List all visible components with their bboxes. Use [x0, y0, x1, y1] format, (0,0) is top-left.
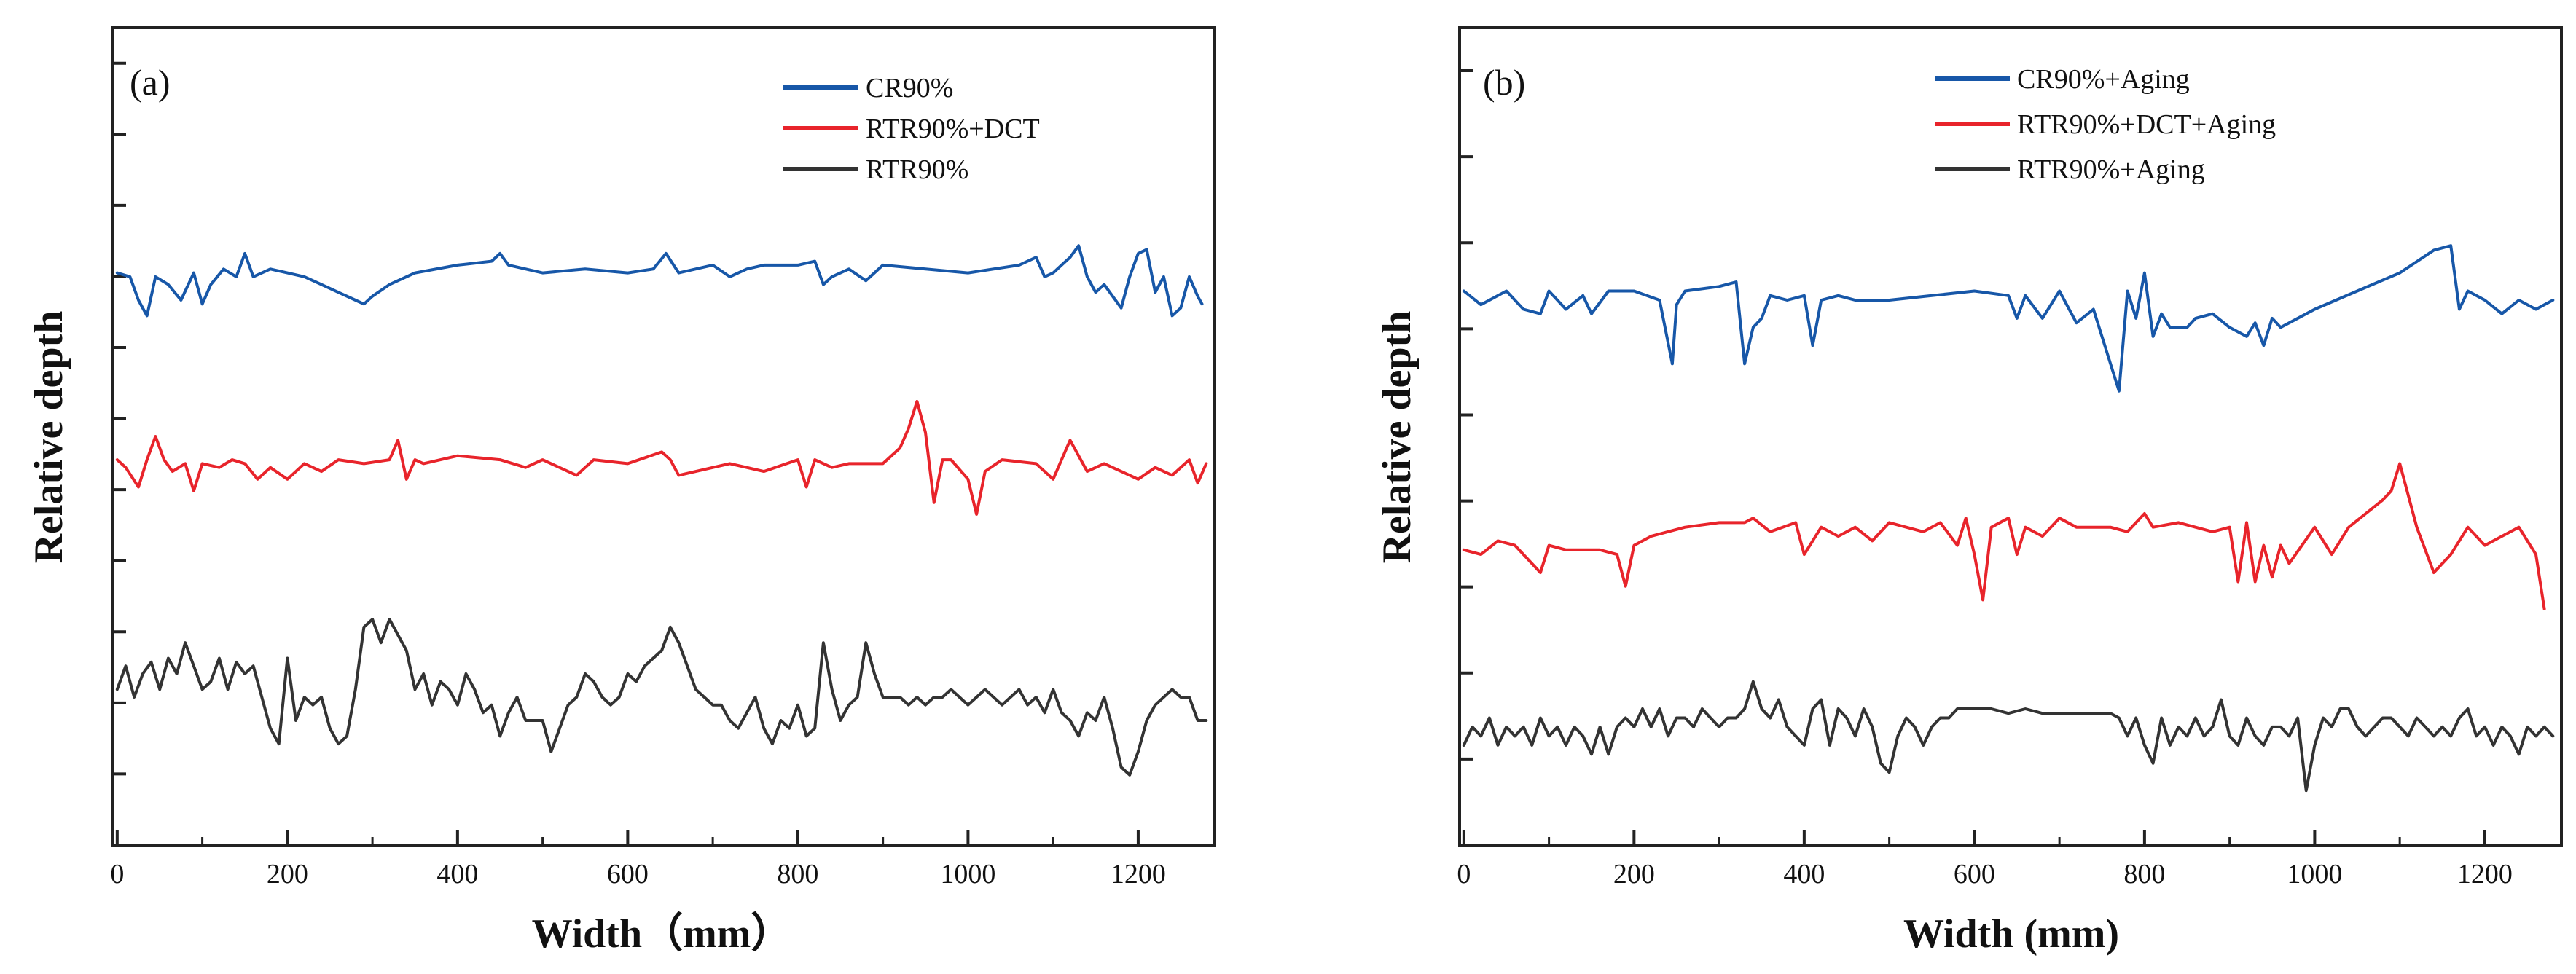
legend-label-rtr90-dct: RTR90%+DCT [866, 114, 1040, 144]
x-tick-label: 600 [607, 859, 649, 889]
series-line-cr90 [115, 244, 1204, 318]
x-tick-label: 1000 [940, 859, 995, 889]
legend-label-rtr90-aging: RTR90%+Aging [2017, 154, 2205, 185]
panel-a-label: (a) [130, 62, 171, 103]
x-tick-label: 0 [110, 859, 124, 889]
x-tick-label: 0 [1457, 859, 1471, 889]
panel-a-frame [111, 26, 1216, 847]
panel-b-series [1462, 244, 2555, 793]
series-line-rtr90 [115, 618, 1208, 777]
panel-a-x-axis-title: Width（mm） [532, 911, 792, 957]
legend-label-rtr90: RTR90% [866, 154, 968, 185]
series-line-rtr90-aging [1462, 680, 2555, 793]
panel-a: 0 200 400 600 800 1000 1200 (a) CR90% RTR90%+D… [26, 26, 1216, 957]
legend-label-cr90: CR90% [866, 73, 953, 103]
x-tick-label: 1200 [2457, 859, 2513, 889]
panel-b-y-axis-title: Relative depth [1374, 311, 1420, 564]
panel-b-legend: CR90%+Aging RTR90%+DCT+Aging RTR90%+Agin… [1935, 64, 2276, 185]
x-tick-label: 400 [436, 859, 478, 889]
x-tick-label: 800 [2123, 859, 2165, 889]
x-tick-label: 600 [1954, 859, 1995, 889]
panel-b-x-ticks [1462, 830, 2486, 845]
panel-a-y-ticks [113, 61, 126, 776]
series-line-rtr90-dct [115, 399, 1208, 516]
legend-label-cr90-aging: CR90%+Aging [2017, 64, 2190, 95]
panel-a-x-ticks [115, 830, 1140, 845]
panel-b-label: (b) [1483, 62, 1525, 103]
panel-b: 0 200 400 600 800 1000 1200 (b) CR90%+Aging RT… [1374, 26, 2563, 957]
panel-a-series [115, 244, 1208, 777]
x-tick-label: 200 [267, 859, 308, 889]
x-tick-label: 200 [1613, 859, 1655, 889]
panel-a-x-tick-labels: 0 200 400 600 800 1000 1200 [110, 859, 1166, 889]
x-tick-label: 400 [1783, 859, 1825, 889]
x-tick-label: 1000 [2287, 859, 2342, 889]
panel-b-x-axis-title: Width (mm) [1903, 911, 2119, 957]
panel-b-x-tick-labels: 0 200 400 600 800 1000 1200 [1457, 859, 2513, 889]
panel-a-y-axis-title: Relative depth [26, 311, 71, 564]
x-tick-label: 1200 [1111, 859, 1166, 889]
panel-b-frame [1458, 26, 2563, 847]
panel-b-y-ticks [1460, 69, 1473, 761]
series-line-cr90-aging [1462, 244, 2555, 393]
x-tick-label: 800 [777, 859, 818, 889]
series-line-rtr90-dct-aging [1462, 462, 2546, 610]
panel-a-legend: CR90% RTR90%+DCT RTR90% [783, 73, 1040, 185]
legend-label-rtr90-dct-aging: RTR90%+DCT+Aging [2017, 109, 2276, 140]
